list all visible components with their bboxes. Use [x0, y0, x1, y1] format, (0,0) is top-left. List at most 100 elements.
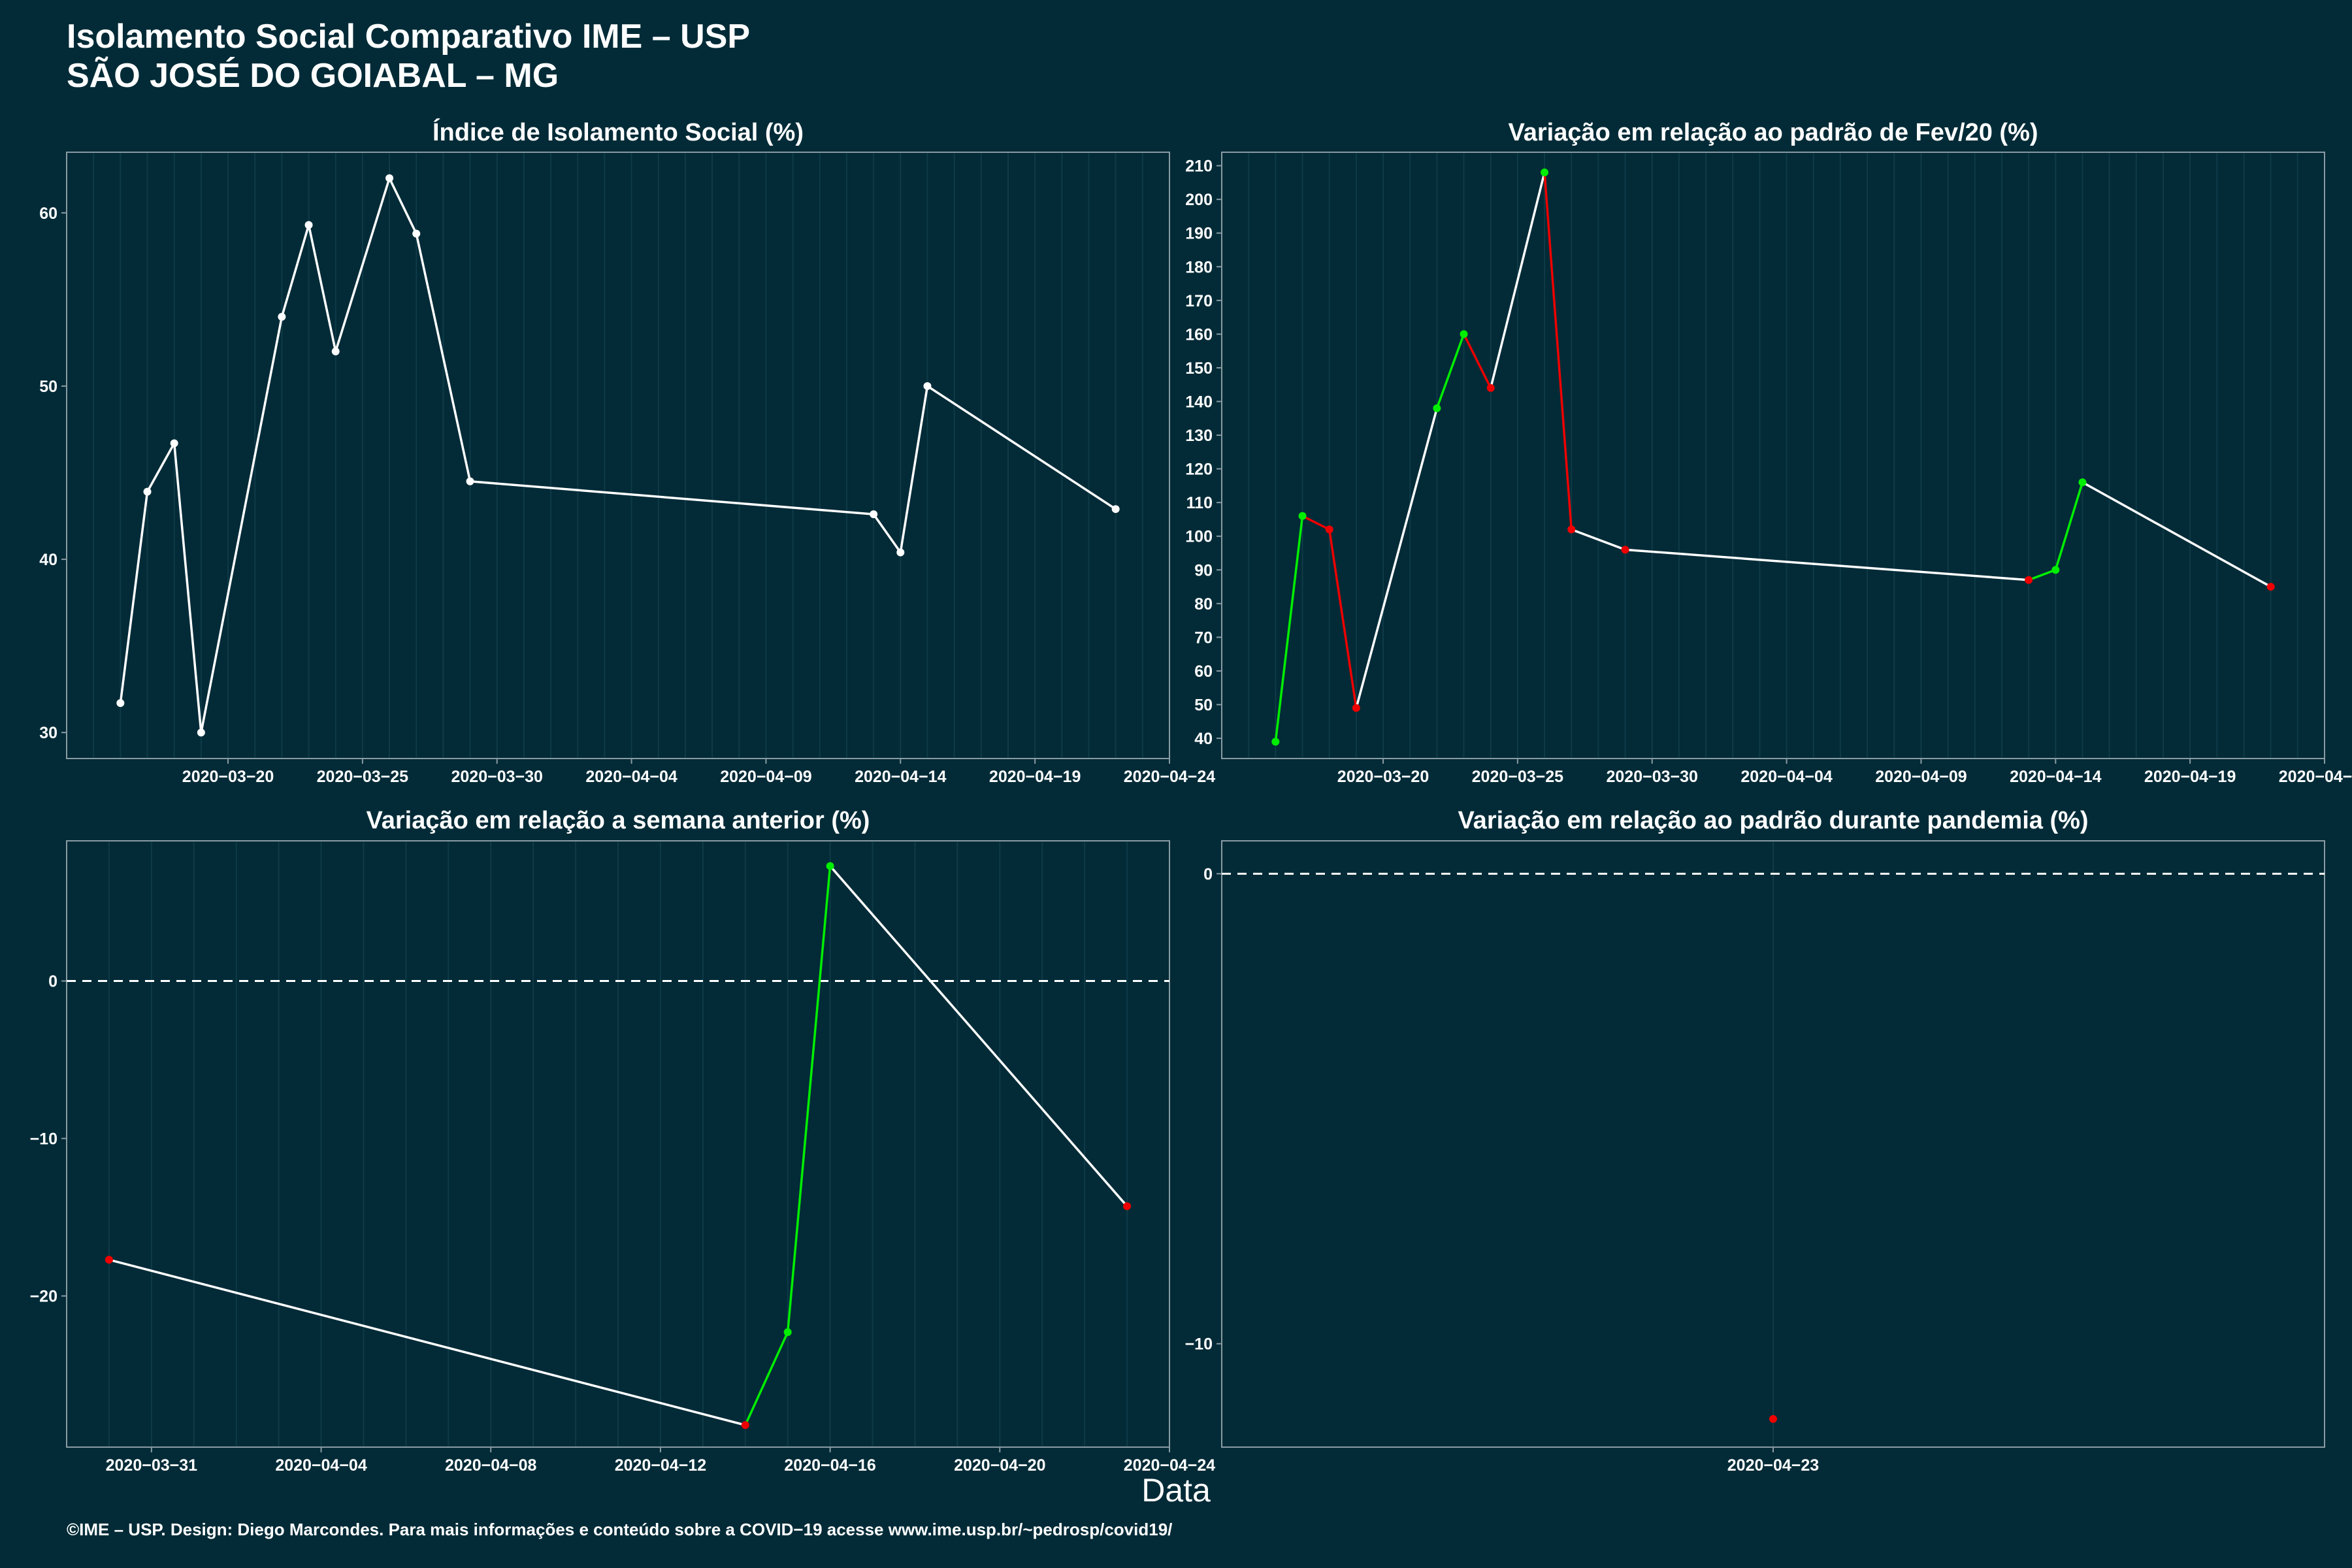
data-point: [741, 1421, 749, 1429]
y-tick-label: 150: [1185, 359, 1213, 378]
x-tick-label: 2020−04−09: [720, 768, 811, 786]
data-point: [826, 862, 834, 870]
data-point: [783, 1328, 792, 1337]
data-point: [105, 1256, 113, 1264]
y-tick-label: 170: [1185, 292, 1213, 310]
series-segment: [1571, 528, 1626, 551]
y-tick-label: −10: [30, 1130, 57, 1149]
y-tick-label: 160: [1185, 325, 1213, 344]
x-tick-label: 2020−03−30: [1607, 768, 1698, 786]
data-point: [1769, 1414, 1777, 1423]
y-tick-label: 40: [1194, 730, 1213, 748]
x-tick-label: 2020−04−24: [2279, 768, 2352, 786]
x-tick-label: 2020−04−20: [954, 1456, 1045, 1475]
series-segment: [872, 514, 902, 553]
data-point: [304, 221, 313, 229]
y-tick-label: 190: [1185, 225, 1213, 243]
x-tick-label: 2020−03−20: [1337, 768, 1429, 786]
y-tick-label: −10: [1185, 1335, 1213, 1354]
data-point: [1298, 512, 1307, 520]
panel-title: Variação em relação ao padrão de Fev/20 …: [1508, 119, 2038, 146]
data-point: [1271, 738, 1280, 746]
y-tick-label: 80: [1194, 595, 1213, 613]
x-tick-label: 2020−04−08: [445, 1456, 537, 1475]
panel-title: Variação em relação a semana anterior (%…: [367, 807, 870, 834]
data-point: [170, 439, 178, 448]
data-point: [1460, 330, 1468, 338]
x-tick-label: 2020−04−12: [615, 1456, 706, 1475]
panel-border: [66, 840, 1170, 1448]
data-point: [1541, 168, 1549, 176]
data-point: [870, 510, 878, 519]
x-tick-label: 2020−04−09: [1875, 768, 1967, 786]
data-point: [2078, 478, 2087, 487]
data-point: [331, 347, 340, 355]
panel-border: [1221, 152, 2325, 759]
y-tick-label: 50: [1194, 696, 1213, 715]
y-tick-label: 60: [1194, 662, 1213, 681]
data-point: [1621, 546, 1629, 554]
series-segment: [388, 178, 417, 235]
x-tick-label: 2020−03−20: [182, 768, 274, 786]
x-tick-label: 2020−03−25: [1472, 768, 1564, 786]
y-tick-label: −20: [30, 1288, 57, 1306]
series-segment: [1274, 515, 1304, 742]
y-tick-label: 70: [1194, 629, 1213, 647]
series-segment: [415, 233, 472, 482]
title-line-2: SÃO JOSÉ DO GOIABAL – MG: [67, 57, 559, 95]
y-tick-label: 50: [39, 378, 57, 396]
y-tick-label: 0: [48, 973, 57, 991]
data-point: [1123, 1202, 1132, 1211]
series-segment: [470, 480, 874, 515]
y-tick-label: 0: [1203, 865, 1213, 883]
x-tick-label: 2020−04−04: [585, 768, 678, 786]
series-segment: [280, 224, 310, 318]
y-tick-label: 180: [1185, 258, 1213, 276]
x-tick-label: 2020−04−19: [2144, 768, 2236, 786]
x-tick-label: 2020−04−14: [2010, 768, 2102, 786]
y-tick-label: 60: [39, 204, 57, 223]
data-point: [385, 174, 394, 182]
data-point: [1352, 704, 1360, 712]
data-point: [143, 487, 152, 496]
x-tick-label: 2020−04−24: [1124, 768, 1216, 786]
x-tick-label: 2020−04−04: [1740, 768, 1833, 786]
panel-title: Variação em relação ao padrão durante pa…: [1458, 807, 2088, 834]
y-tick-label: 140: [1185, 393, 1213, 412]
data-point: [923, 382, 932, 390]
data-point: [1325, 525, 1333, 534]
x-tick-label: 2020−03−25: [317, 768, 409, 786]
series-segment: [1462, 333, 1492, 389]
data-point: [197, 728, 205, 737]
x-tick-label: 2020−04−23: [1727, 1456, 1819, 1475]
series-segment: [1435, 333, 1465, 409]
series-segment: [119, 491, 149, 704]
series-segment: [2028, 568, 2056, 581]
series-segment: [1328, 529, 1358, 708]
y-tick-label: 120: [1185, 461, 1213, 479]
data-point: [278, 312, 286, 321]
x-tick-label: 2020−04−14: [855, 768, 947, 786]
data-point: [896, 548, 905, 557]
y-tick-label: 90: [1194, 561, 1213, 580]
series-segment: [200, 316, 284, 733]
data-point: [116, 699, 125, 708]
main-title: Isolamento Social Comparativo IME – USP …: [67, 17, 750, 95]
series-segment: [108, 1258, 746, 1426]
x-axis-title: Data: [1141, 1472, 1211, 1509]
x-tick-label: 2020−04−19: [989, 768, 1081, 786]
data-point: [1486, 384, 1495, 392]
panel-title: Índice de Isolamento Social (%): [433, 118, 804, 146]
data-point: [466, 477, 474, 485]
y-tick-label: 30: [39, 724, 57, 742]
y-tick-label: 210: [1185, 157, 1213, 176]
series-segment: [1490, 172, 1546, 389]
series-segment: [2082, 481, 2272, 588]
y-tick-label: 130: [1185, 427, 1213, 445]
title-line-1: Isolamento Social Comparativo IME – USP: [67, 18, 751, 56]
series-segment: [1625, 548, 2029, 581]
series-segment: [786, 866, 832, 1333]
footer-credit: ©IME – USP. Design: Diego Marcondes. Par…: [67, 1520, 1173, 1539]
data-point: [1567, 525, 1576, 534]
series-segment: [307, 224, 337, 352]
